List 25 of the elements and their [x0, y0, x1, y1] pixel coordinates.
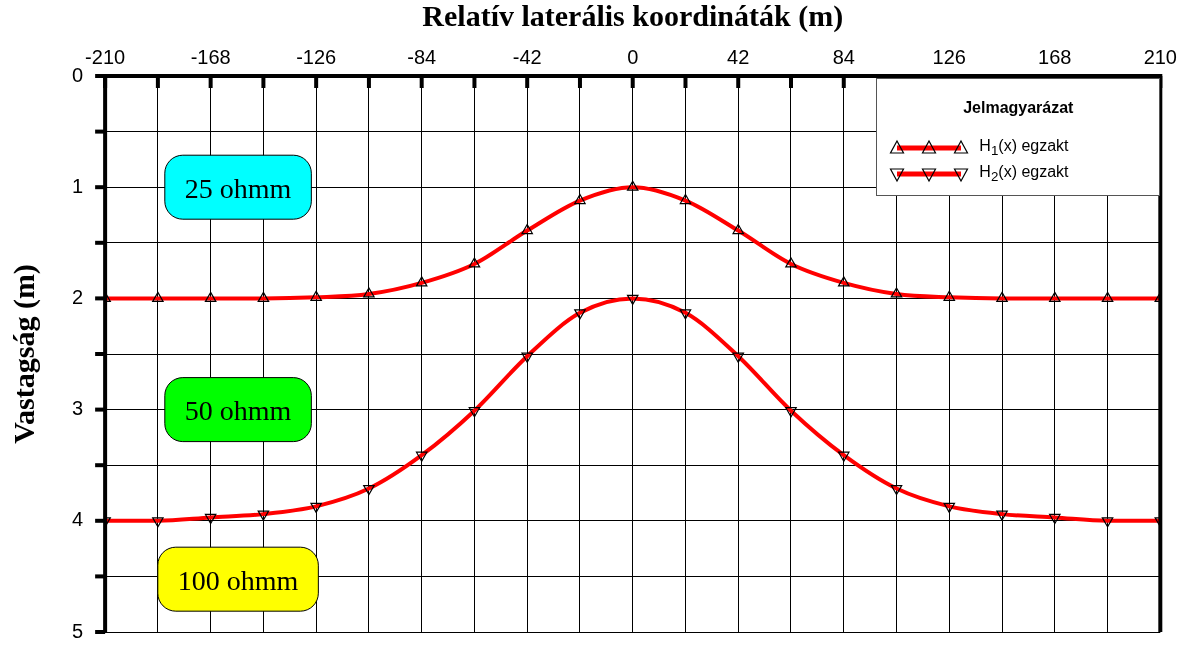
legend-title: Jelmagyarázat: [962, 99, 1075, 117]
x-tick-label: 42: [727, 45, 750, 68]
y-tick-label: 4: [72, 508, 84, 531]
x-tick-label: 210: [1143, 45, 1177, 68]
y-tick-label: 2: [72, 285, 84, 308]
legend-label: H$_{1}$(x) egzakt: [979, 137, 1069, 159]
x-tick-label: 0: [627, 45, 639, 68]
x-tick-label: -168: [190, 45, 231, 68]
y-tick-label: 0: [72, 63, 84, 86]
x-tick-label: -42: [512, 45, 542, 68]
annotation: 25 ohmm: [184, 172, 292, 204]
x-tick-label: 168: [1038, 45, 1072, 68]
annotation: 100 ohmm: [177, 564, 299, 596]
y-axis-title: Vastagság (m): [6, 264, 41, 444]
x-tick-label: -210: [85, 45, 126, 68]
y-tick-label: 1: [72, 174, 84, 197]
x-tick-label: -84: [407, 45, 437, 68]
legend-label: H$_{2}$(x) egzakt: [979, 163, 1069, 185]
x-tick-label: -126: [296, 45, 337, 68]
x-axis-title: Relatív laterális koordináták (m): [422, 0, 844, 33]
annotation: 50 ohmm: [184, 394, 292, 426]
x-tick-label: 126: [932, 45, 966, 68]
y-tick-label: 5: [72, 619, 84, 642]
x-tick-label: 84: [832, 45, 855, 68]
y-tick-label: 3: [72, 397, 84, 420]
